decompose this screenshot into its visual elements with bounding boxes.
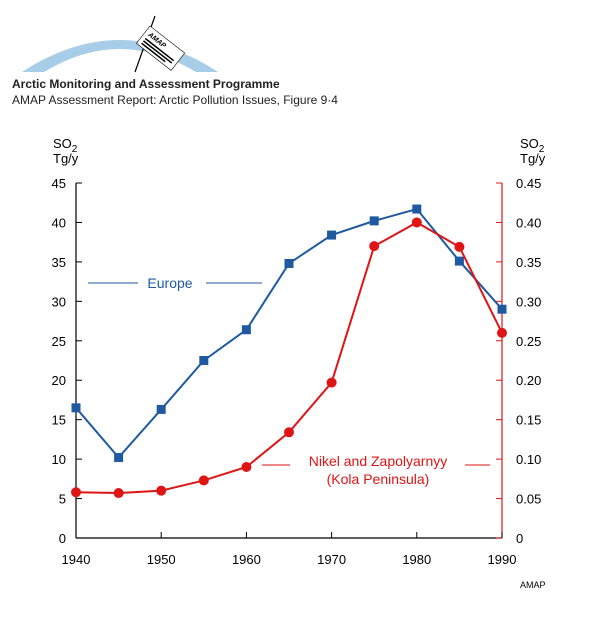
kola-point	[71, 487, 81, 498]
series-europe	[71, 204, 507, 463]
kola-point	[284, 427, 294, 438]
x-tick-label: 1980	[402, 552, 431, 567]
chart-legend: Europe Nikel and Zapolyarnyy (Kola Peninsu…	[88, 275, 490, 487]
europe-point	[71, 403, 81, 413]
europe-point	[412, 204, 422, 214]
right-axis-title: SO2	[520, 136, 545, 155]
kola-point	[198, 475, 209, 486]
left-tick-label: 45	[52, 176, 66, 191]
chart-axes: 0 5 10 15 20 25 30 35 40 45 0 0.05 0.10 0.15 0.20 0.25 0…	[52, 136, 546, 567]
kola-point	[497, 327, 507, 338]
left-tick-label: 40	[52, 215, 66, 230]
europe-point	[497, 304, 507, 314]
kola-point	[369, 241, 380, 252]
right-tick-label: 0.15	[516, 413, 541, 428]
right-tick-label: 0.30	[516, 294, 541, 309]
x-tick-label: 1940	[62, 552, 91, 567]
figure-header: AMAP Arctic Monitoring and Assessment Pr…	[0, 0, 592, 130]
right-tick-label: 0.25	[516, 334, 541, 349]
x-tick-label: 1950	[147, 552, 176, 567]
right-axis-unit: Tg/y	[520, 151, 546, 166]
kola-point	[411, 217, 422, 228]
europe-point	[327, 230, 337, 240]
right-tick-label: 0	[516, 531, 523, 546]
kola-point	[113, 488, 124, 499]
right-tick-label: 0.10	[516, 452, 541, 467]
kola-point	[326, 377, 337, 388]
europe-point	[199, 356, 209, 365]
kola-point	[241, 462, 252, 472]
europe-point	[156, 404, 166, 414]
left-tick-label: 15	[52, 413, 66, 428]
legend-kola-sublabel: (Kola Peninsula)	[327, 471, 430, 487]
x-tick-label: 1990	[488, 552, 517, 567]
footer-credit: AMAP	[520, 580, 546, 590]
legend-europe-label: Europe	[147, 275, 192, 291]
kola-point	[454, 241, 465, 252]
amap-logo: AMAP	[22, 15, 218, 73]
europe-point	[454, 256, 464, 266]
x-tick-label: 1960	[232, 552, 261, 567]
x-tick-label: 1970	[317, 552, 346, 567]
left-tick-label: 35	[52, 255, 66, 270]
right-tick-label: 0.35	[516, 255, 541, 270]
org-title: Arctic Monitoring and Assessment Program…	[12, 77, 280, 91]
series-kola	[71, 217, 507, 499]
legend-kola-label: Nikel and Zapolyarnyy	[309, 453, 448, 469]
left-tick-label: 30	[52, 294, 66, 309]
left-axis-unit: Tg/y	[53, 151, 79, 166]
left-tick-label: 0	[59, 531, 66, 546]
left-axis-title: SO2	[53, 136, 78, 155]
europe-point	[241, 325, 251, 335]
europe-line	[75, 207, 503, 460]
europe-point	[284, 258, 294, 268]
report-title: AMAP Assessment Report: Arctic Pollution…	[12, 93, 338, 107]
right-tick-label: 0.40	[516, 215, 541, 230]
europe-point	[369, 216, 379, 226]
kola-point	[156, 485, 167, 496]
right-tick-label: 0.05	[516, 492, 541, 507]
left-tick-label: 20	[52, 373, 66, 388]
left-tick-label: 5	[59, 492, 66, 507]
left-tick-label: 25	[52, 334, 66, 349]
left-tick-label: 10	[52, 452, 66, 467]
right-tick-label: 0.45	[516, 176, 541, 191]
right-tick-label: 0.20	[516, 373, 541, 388]
europe-point	[114, 453, 124, 463]
logo-badge: AMAP	[136, 25, 186, 71]
